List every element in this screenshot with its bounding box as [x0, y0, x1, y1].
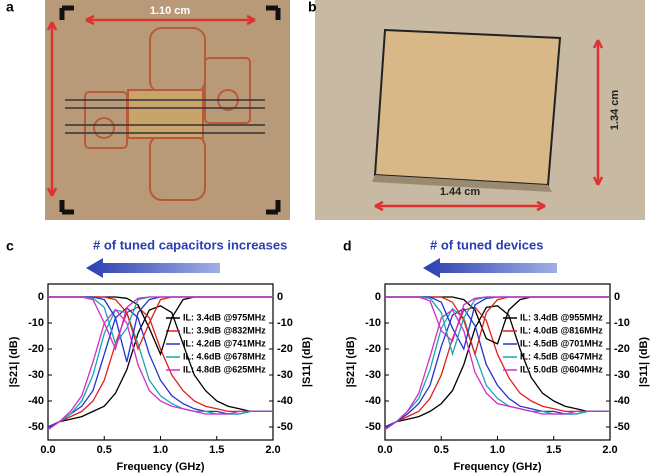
- arrow: [423, 258, 557, 278]
- series-line: [384, 309, 610, 431]
- annotation: # of tuned capacitors increases: [93, 237, 287, 252]
- legend-entry: IL: 5.0dB @604MHz: [520, 364, 603, 374]
- photo-a: [45, 0, 290, 220]
- x-tick-label: 0.5: [434, 444, 449, 456]
- y2-tick-label: -30: [277, 369, 293, 381]
- y2-tick-label: -20: [277, 343, 293, 355]
- series-line: [47, 309, 273, 431]
- series-line: [48, 296, 273, 351]
- x-tick-label: 0.0: [40, 444, 55, 456]
- y-tick-label: -10: [28, 317, 44, 329]
- y-tick-label: -30: [365, 369, 381, 381]
- y2-axis-label: |S11| (dB): [638, 337, 650, 388]
- y2-tick-label: -20: [614, 343, 630, 355]
- y-tick-label: -20: [28, 343, 44, 355]
- annotation: # of tuned devices: [430, 237, 543, 252]
- x-tick-label: 0.0: [377, 444, 392, 456]
- y2-tick-label: 0: [277, 291, 283, 303]
- legend-entry: IL: 4.2dB @741MHz: [183, 338, 266, 348]
- panel-label: c: [6, 238, 14, 254]
- y-tick-label: -40: [28, 395, 44, 407]
- series-line: [385, 296, 610, 343]
- dimension-label: 1.44 cm: [440, 186, 481, 198]
- y-axis-label: |S21| (dB): [345, 336, 357, 387]
- series-line: [47, 306, 273, 428]
- legend-entry: IL: 4.5dB @647MHz: [520, 351, 603, 361]
- panel-label: d: [343, 238, 352, 254]
- y2-tick-label: -50: [277, 421, 293, 433]
- y2-tick-label: -10: [277, 317, 293, 329]
- y-tick-label: 0: [38, 291, 44, 303]
- panel-label: b: [308, 0, 317, 15]
- y2-tick-label: -10: [614, 317, 630, 329]
- x-tick-label: 2.0: [265, 444, 280, 456]
- legend-entry: IL: 3.4dB @955MHz: [520, 312, 603, 322]
- x-tick-label: 1.0: [490, 444, 505, 456]
- x-axis-label: Frequency (GHz): [116, 461, 204, 473]
- y2-tick-label: -30: [614, 369, 630, 381]
- y-tick-label: -50: [365, 421, 381, 433]
- legend-entry: IL: 4.0dB @816MHz: [520, 325, 603, 335]
- series-line: [384, 307, 610, 431]
- y-tick-label: -10: [365, 317, 381, 329]
- legend-entry: IL: 3.9dB @832MHz: [183, 325, 266, 335]
- y-tick-label: -30: [28, 369, 44, 381]
- y-tick-label: 0: [375, 291, 381, 303]
- series-line: [47, 305, 273, 428]
- series-line: [47, 308, 273, 431]
- dimension-label: 1.10 cm: [150, 5, 191, 17]
- y-tick-label: -20: [365, 343, 381, 355]
- x-tick-label: 2.0: [602, 444, 617, 456]
- y2-tick-label: -50: [614, 421, 630, 433]
- dimension-label: 1.01 cm: [32, 40, 44, 81]
- x-tick-label: 1.5: [209, 444, 224, 456]
- y2-tick-label: 0: [614, 291, 620, 303]
- legend-entry: IL: 3.4dB @975MHz: [183, 312, 266, 322]
- x-axis-label: Frequency (GHz): [453, 461, 541, 473]
- y2-axis-label: |S11| (dB): [301, 337, 313, 388]
- y-tick-label: -40: [365, 395, 381, 407]
- dimension-label: 1.34 cm: [609, 90, 621, 131]
- panel-label: a: [6, 0, 14, 15]
- legend-entry: IL: 4.5dB @701MHz: [520, 338, 603, 348]
- y-tick-label: -50: [28, 421, 44, 433]
- x-tick-label: 1.5: [546, 444, 561, 456]
- series-line: [384, 306, 610, 428]
- x-tick-label: 0.5: [97, 444, 112, 456]
- y2-tick-label: -40: [277, 395, 293, 407]
- arrow: [86, 258, 220, 278]
- y-axis-label: |S21| (dB): [8, 336, 20, 387]
- series-line: [384, 305, 610, 428]
- legend-entry: IL: 4.6dB @678MHz: [183, 351, 266, 361]
- x-tick-label: 1.0: [153, 444, 168, 456]
- photo-b: [315, 0, 645, 220]
- y2-tick-label: -40: [614, 395, 630, 407]
- legend-entry: IL: 4.8dB @625MHz: [183, 364, 266, 374]
